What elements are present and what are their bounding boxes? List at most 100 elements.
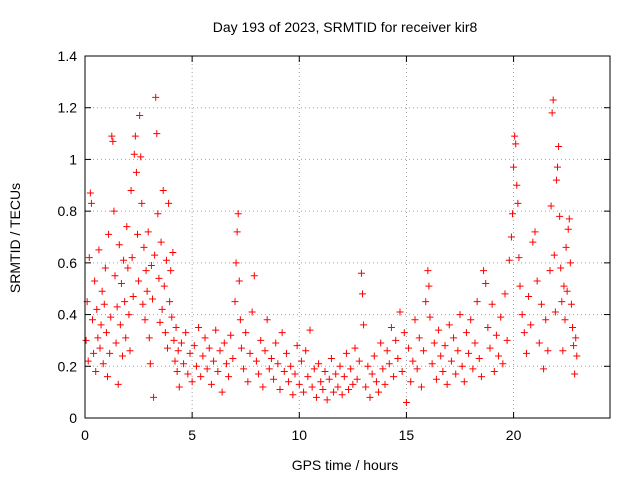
data-point: [250, 272, 258, 280]
data-point: [531, 228, 539, 236]
data-point: [562, 243, 570, 251]
data-point: [203, 365, 211, 373]
data-point: [315, 360, 323, 368]
data-point: [154, 210, 162, 218]
data-point: [130, 150, 138, 158]
data-point: [84, 357, 92, 365]
data-point: [125, 311, 133, 319]
data-point: [129, 292, 137, 300]
data-point: [359, 290, 366, 298]
data-point: [96, 344, 104, 352]
data-point: [106, 349, 114, 357]
data-point: [565, 215, 573, 223]
data-point: [95, 246, 103, 254]
data-point: [567, 300, 575, 308]
data-point: [353, 375, 361, 383]
x-tick-label: 0: [81, 427, 89, 443]
data-point: [499, 360, 507, 368]
data-point: [137, 153, 145, 161]
data-point: [169, 249, 177, 257]
data-point: [147, 261, 155, 269]
y-tick-label: 0: [69, 410, 77, 426]
data-point: [342, 349, 350, 357]
data-point: [216, 347, 224, 355]
data-point: [465, 349, 473, 357]
data-point: [349, 380, 357, 388]
data-point: [267, 355, 275, 363]
data-point: [540, 365, 548, 373]
data-point: [537, 300, 545, 308]
data-point: [168, 313, 176, 321]
data-point: [372, 378, 380, 386]
axis-ticks: 0 0.2 0.4 0.6 0.8 1 1.2 1.4 0 5 10 15 20: [58, 48, 610, 443]
data-point: [312, 393, 320, 401]
data-point: [417, 383, 425, 391]
data-point: [192, 362, 200, 370]
data-point: [272, 339, 280, 347]
data-point: [270, 375, 278, 383]
data-point: [572, 334, 580, 342]
data-point: [569, 324, 576, 331]
data-point: [573, 352, 581, 360]
data-point: [180, 360, 188, 368]
data-point: [473, 298, 481, 306]
data-point: [370, 352, 378, 360]
data-point: [529, 238, 537, 246]
data-point: [420, 347, 428, 355]
data-point: [105, 230, 113, 238]
data-point: [467, 316, 475, 324]
x-tick-label: 15: [399, 427, 415, 443]
data-point: [126, 347, 134, 355]
data-point: [151, 251, 159, 259]
data-point: [357, 269, 365, 277]
data-point: [548, 109, 556, 117]
data-point: [561, 316, 569, 324]
data-point: [347, 365, 355, 373]
data-point: [321, 367, 329, 375]
data-point: [91, 277, 99, 285]
data-point: [566, 259, 574, 267]
data-point: [513, 181, 521, 189]
data-point: [507, 233, 515, 241]
data-point: [136, 111, 144, 119]
data-point: [486, 344, 494, 352]
data-point: [210, 357, 218, 365]
data-point: [170, 336, 178, 344]
data-point: [525, 292, 533, 300]
data-point: [160, 282, 168, 290]
data-point: [390, 373, 398, 381]
data-point: [134, 230, 141, 238]
data-point: [415, 334, 423, 342]
data-point: [227, 331, 235, 339]
data-point: [166, 298, 174, 306]
data-point: [101, 264, 109, 272]
data-point: [482, 280, 490, 288]
data-point: [520, 329, 528, 337]
data-point: [116, 321, 124, 329]
data-point: [424, 267, 432, 275]
data-point: [145, 334, 153, 342]
data-point: [407, 378, 415, 386]
data-point: [368, 370, 376, 378]
data-point: [385, 360, 393, 368]
data-point: [132, 168, 140, 176]
data-point: [121, 298, 129, 306]
data-point: [375, 388, 383, 396]
data-point: [509, 210, 516, 218]
data-point: [462, 329, 470, 337]
data-point: [426, 313, 434, 321]
data-point: [231, 298, 239, 306]
data-point: [205, 344, 213, 352]
data-point: [233, 228, 241, 236]
data-point: [510, 163, 518, 171]
data-point: [425, 282, 433, 290]
data-point: [484, 324, 492, 331]
x-tick-label: 20: [506, 427, 522, 443]
data-point: [140, 243, 148, 251]
data-point: [263, 316, 271, 324]
data-point: [516, 282, 524, 290]
data-point: [114, 380, 122, 388]
data-point: [559, 347, 567, 355]
data-point: [330, 388, 338, 396]
data-point: [497, 313, 505, 321]
